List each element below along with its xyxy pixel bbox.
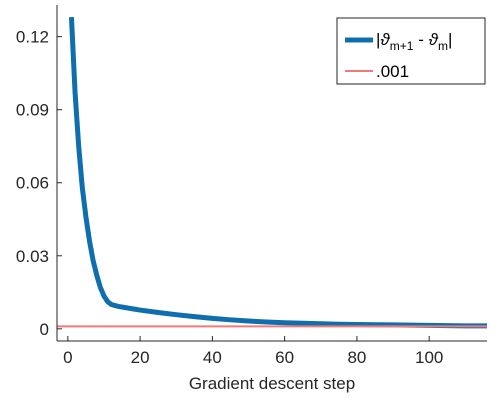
series-layer [57, 17, 487, 329]
x-tick-label: 0 [63, 348, 72, 367]
y-tick-label: 0.03 [16, 247, 49, 266]
axes-layer [56, 5, 487, 342]
x-axis-label: Gradient descent step [189, 374, 355, 393]
legend-subscript-m: m [438, 39, 448, 53]
legend-theta-2: ϑ [429, 30, 439, 49]
legend: |ϑm+1 - ϑm| .001 [336, 17, 486, 85]
x-tick-label: 80 [347, 348, 366, 367]
legend-box [336, 17, 486, 85]
x-tick-label: 60 [275, 348, 294, 367]
y-tick-label: 0.06 [16, 174, 49, 193]
ticks-layer: 0 20 40 60 80 100 0 0.03 0.06 0.09 0.12 [16, 28, 443, 367]
x-tick-label: 20 [131, 348, 150, 367]
legend-abs-right: | [448, 30, 452, 49]
y-tick-label: 0 [40, 320, 49, 339]
y-tick-label: 0.12 [16, 28, 49, 47]
x-tick-label: 100 [415, 348, 443, 367]
y-tick-label: 0.09 [16, 101, 49, 120]
legend-subscript-m-plus-1: m+1 [390, 39, 414, 53]
legend-minus: - [413, 30, 428, 49]
series-line-difference [68, 17, 487, 329]
legend-label-difference: |ϑm+1 - ϑm| [376, 30, 452, 53]
legend-label-threshold: .001 [376, 62, 409, 81]
legend-theta-1: ϑ [380, 30, 390, 49]
legend-abs-left: | [376, 30, 380, 49]
x-tick-label: 40 [203, 348, 222, 367]
